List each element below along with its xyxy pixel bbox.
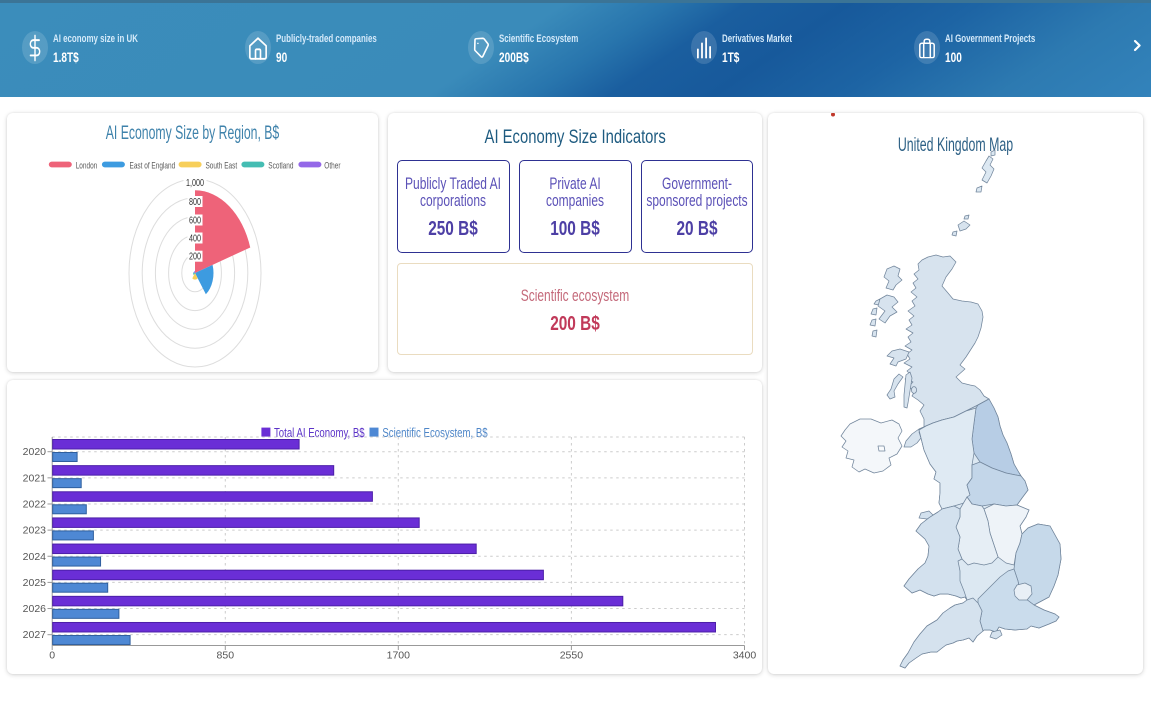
svg-text:200: 200: [189, 251, 201, 262]
svg-text:2021: 2021: [23, 472, 47, 484]
svg-text:East of England: East of England: [130, 160, 176, 170]
svg-text:1700: 1700: [387, 650, 411, 662]
svg-text:850: 850: [217, 650, 235, 662]
svg-text:2025: 2025: [23, 577, 47, 589]
svg-text:AI Economy Size by Region, B$: AI Economy Size by Region, B$: [106, 124, 280, 144]
svg-text:0: 0: [49, 650, 55, 662]
svg-text:600: 600: [189, 214, 201, 225]
svg-text:Total AI Economy, B$: Total AI Economy, B$: [274, 427, 365, 440]
svg-text:800: 800: [189, 196, 201, 207]
svg-text:United Kingdom Map: United Kingdom Map: [898, 134, 1013, 155]
svg-text:400: 400: [189, 232, 201, 243]
svg-text:2026: 2026: [23, 603, 47, 615]
svg-text:2023: 2023: [23, 525, 47, 537]
svg-text:Scotland: Scotland: [268, 160, 293, 170]
svg-text:2550: 2550: [560, 650, 584, 662]
svg-text:Other: Other: [324, 160, 341, 170]
svg-text:3400: 3400: [733, 650, 757, 662]
svg-text:2022: 2022: [23, 499, 47, 511]
svg-text:South East: South East: [206, 160, 238, 170]
svg-text:2027: 2027: [23, 629, 47, 641]
svg-text:1,000: 1,000: [186, 177, 204, 188]
svg-text:2020: 2020: [23, 446, 47, 458]
svg-text:London: London: [76, 160, 98, 170]
svg-text:2024: 2024: [23, 551, 47, 563]
